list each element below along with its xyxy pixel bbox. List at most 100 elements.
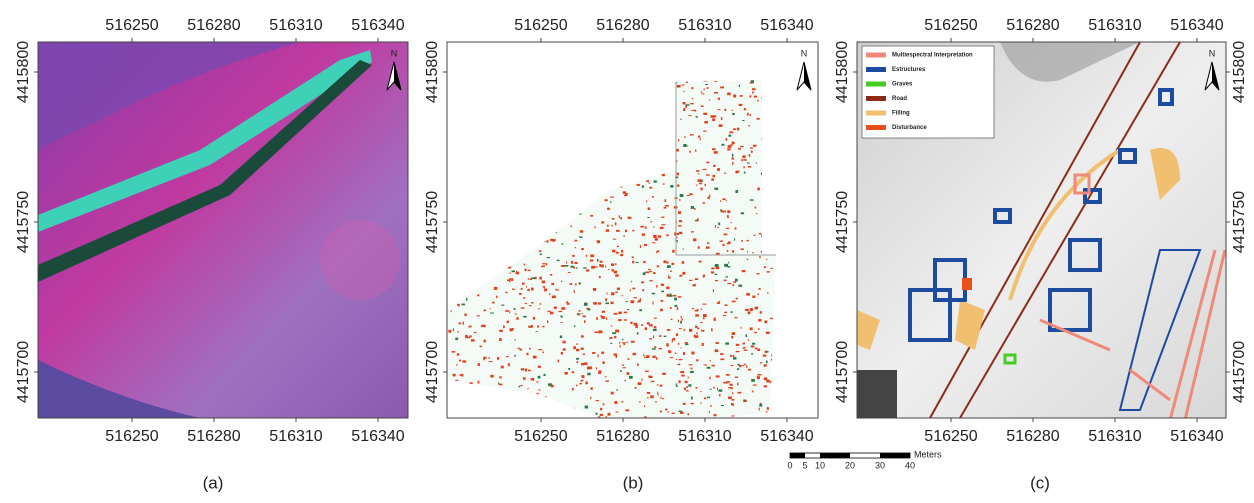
speckle bbox=[679, 364, 681, 365]
speckle bbox=[686, 104, 690, 105]
speckle bbox=[656, 285, 657, 288]
speckle bbox=[464, 81, 468, 84]
speckle bbox=[735, 227, 737, 229]
speckle bbox=[536, 215, 539, 216]
speckle bbox=[700, 188, 702, 191]
speckle bbox=[648, 105, 652, 107]
speckle bbox=[621, 401, 623, 402]
speckle bbox=[485, 265, 488, 267]
speckle bbox=[463, 322, 464, 325]
speckle bbox=[637, 332, 639, 334]
speckle bbox=[669, 153, 672, 156]
speckle bbox=[744, 364, 746, 365]
speckle bbox=[469, 105, 471, 108]
speckle bbox=[538, 308, 540, 309]
legend-swatch bbox=[866, 82, 886, 87]
speckle bbox=[555, 150, 558, 152]
speckle bbox=[462, 269, 463, 272]
speckle bbox=[455, 415, 459, 417]
speckle bbox=[543, 113, 546, 116]
speckle bbox=[591, 153, 593, 156]
speckle bbox=[610, 201, 611, 202]
image-a bbox=[38, 42, 408, 418]
speckle bbox=[546, 240, 548, 243]
speckle bbox=[622, 339, 623, 341]
speckle bbox=[544, 109, 545, 111]
speckle bbox=[625, 380, 626, 381]
speckle bbox=[565, 107, 567, 110]
speckle bbox=[644, 151, 645, 152]
speckle bbox=[719, 389, 723, 391]
speckle bbox=[771, 354, 773, 357]
speckle bbox=[721, 405, 724, 406]
speckle bbox=[684, 388, 686, 390]
speckle bbox=[550, 274, 552, 276]
speckle bbox=[536, 407, 538, 409]
speckle bbox=[639, 104, 642, 106]
speckle bbox=[457, 247, 459, 249]
speckle bbox=[732, 142, 735, 144]
speckle bbox=[463, 287, 464, 290]
speckle bbox=[694, 335, 696, 338]
speckle bbox=[518, 171, 520, 173]
x-tick-label: 516340 bbox=[1170, 428, 1223, 445]
speckle bbox=[542, 96, 546, 98]
speckle bbox=[623, 367, 626, 368]
speckle bbox=[555, 289, 556, 290]
speckle bbox=[766, 332, 770, 334]
speckle bbox=[748, 311, 751, 314]
speckle bbox=[622, 364, 624, 366]
speckle bbox=[482, 87, 483, 88]
speckle bbox=[695, 150, 696, 152]
speckle bbox=[467, 127, 470, 129]
speckle bbox=[527, 132, 530, 135]
speckle bbox=[655, 401, 656, 403]
speckle bbox=[698, 246, 700, 249]
speckle bbox=[703, 130, 706, 131]
speckle bbox=[628, 217, 631, 219]
speckle bbox=[748, 340, 750, 341]
speckle bbox=[672, 413, 675, 414]
speckle bbox=[563, 348, 566, 350]
speckle bbox=[519, 349, 522, 351]
speckle bbox=[636, 184, 640, 186]
speckle bbox=[503, 195, 504, 197]
speckle bbox=[449, 407, 452, 409]
speckle bbox=[747, 293, 750, 295]
speckle bbox=[768, 236, 770, 239]
speckle bbox=[630, 170, 632, 173]
speckle bbox=[473, 270, 474, 271]
speckle bbox=[627, 309, 629, 310]
speckle bbox=[687, 413, 689, 415]
speckle bbox=[727, 283, 731, 284]
speckle bbox=[630, 289, 631, 291]
speckle bbox=[543, 135, 547, 137]
speckle bbox=[507, 321, 509, 323]
speckle bbox=[696, 359, 698, 361]
speckle bbox=[612, 332, 616, 334]
speckle bbox=[566, 301, 568, 302]
speckle bbox=[653, 302, 654, 305]
speckle bbox=[579, 236, 583, 237]
speckle bbox=[557, 260, 560, 261]
speckle bbox=[771, 241, 773, 243]
speckle bbox=[676, 383, 678, 384]
speckle bbox=[627, 120, 629, 121]
speckle bbox=[549, 124, 552, 125]
speckle bbox=[600, 408, 602, 411]
speckle bbox=[635, 387, 637, 389]
speckle bbox=[501, 305, 504, 306]
speckle bbox=[458, 227, 461, 230]
speckle bbox=[763, 203, 765, 205]
speckle bbox=[687, 195, 691, 196]
speckle bbox=[532, 403, 535, 404]
speckle bbox=[641, 379, 642, 381]
speckle bbox=[732, 392, 733, 394]
speckle bbox=[571, 126, 572, 128]
speckle bbox=[738, 148, 741, 150]
speckle bbox=[680, 371, 684, 373]
speckle bbox=[727, 215, 729, 218]
speckle bbox=[492, 221, 494, 223]
speckle bbox=[703, 169, 707, 170]
speckle bbox=[637, 364, 639, 366]
